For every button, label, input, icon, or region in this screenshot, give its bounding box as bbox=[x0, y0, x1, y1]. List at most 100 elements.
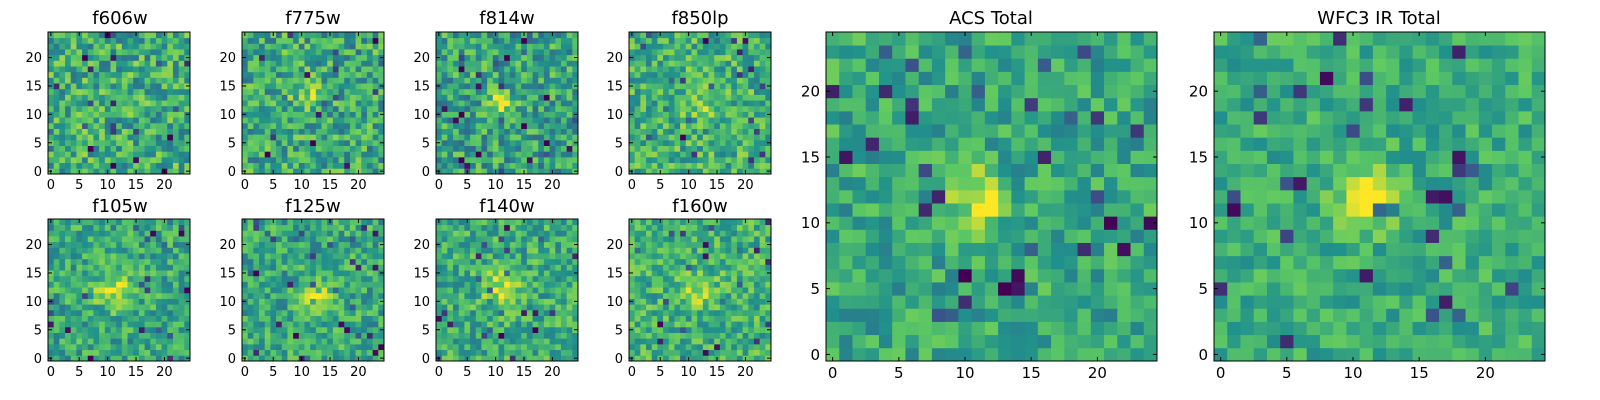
heatmap-cell bbox=[532, 298, 539, 305]
heatmap-cell bbox=[276, 71, 283, 78]
heatmap-cell bbox=[304, 54, 311, 61]
heatmap-cell bbox=[361, 253, 368, 260]
heatmap-cell bbox=[492, 122, 499, 129]
heatmap-cell bbox=[765, 309, 772, 316]
heatmap-cell bbox=[372, 230, 379, 237]
heatmap-cell bbox=[543, 71, 550, 78]
heatmap-cell bbox=[253, 37, 260, 44]
heatmap-cell bbox=[298, 258, 305, 265]
heatmap-cell bbox=[543, 117, 550, 124]
heatmap-cell bbox=[572, 94, 579, 101]
heatmap-cell bbox=[753, 100, 761, 107]
heatmap-cell bbox=[355, 338, 362, 345]
heatmap-cell bbox=[714, 275, 721, 282]
heatmap-cell bbox=[447, 315, 454, 322]
heatmap-cell bbox=[663, 111, 670, 118]
heatmap-cell bbox=[521, 321, 528, 328]
heatmap-cell bbox=[736, 275, 743, 282]
heatmap-cell bbox=[87, 32, 94, 39]
heatmap-cell bbox=[736, 304, 743, 311]
heatmap-cell bbox=[87, 241, 94, 248]
heatmap-cell bbox=[736, 298, 743, 305]
heatmap-cell bbox=[515, 304, 522, 311]
heatmap-cell bbox=[155, 54, 162, 61]
heatmap-cell bbox=[765, 37, 772, 44]
heatmap-cell bbox=[532, 281, 539, 288]
heatmap-cell bbox=[48, 321, 55, 328]
heatmap-cell bbox=[521, 111, 528, 118]
heatmap-cell bbox=[668, 321, 675, 328]
heatmap-cell bbox=[691, 60, 698, 67]
heatmap-cell bbox=[361, 105, 368, 112]
heatmap-cell bbox=[538, 241, 545, 248]
heatmap-cell bbox=[487, 253, 494, 260]
heatmap-cell bbox=[253, 281, 260, 288]
heatmap-cell bbox=[172, 236, 180, 243]
heatmap-cell bbox=[532, 264, 539, 271]
heatmap-cell bbox=[70, 281, 77, 288]
heatmap-cell bbox=[725, 162, 732, 169]
heatmap-cell bbox=[702, 117, 709, 124]
heatmap-cell bbox=[441, 264, 448, 271]
heatmap-cell bbox=[127, 224, 134, 231]
heatmap-cell bbox=[76, 343, 83, 351]
heatmap-cell bbox=[53, 332, 60, 339]
heatmap-cell bbox=[65, 304, 72, 311]
heatmap-cell bbox=[464, 292, 471, 299]
heatmap-cell bbox=[543, 49, 550, 56]
heatmap-cell bbox=[646, 105, 653, 112]
heatmap-cell bbox=[560, 309, 568, 316]
heatmap-cell bbox=[691, 122, 698, 129]
heatmap-cell bbox=[560, 156, 568, 164]
heatmap-cell bbox=[338, 100, 345, 107]
heatmap-cell bbox=[372, 292, 379, 299]
heatmap-cell bbox=[515, 43, 522, 50]
heatmap-cell bbox=[247, 309, 254, 316]
heatmap-cell bbox=[138, 343, 145, 351]
heatmap-cell bbox=[366, 83, 374, 90]
y-tick-label: 15 bbox=[25, 80, 42, 95]
heatmap-cell bbox=[104, 117, 111, 124]
heatmap-cell bbox=[748, 43, 755, 50]
heatmap-cell bbox=[138, 156, 145, 164]
heatmap-cell bbox=[304, 94, 311, 101]
heatmap-cell bbox=[555, 134, 562, 141]
heatmap-cell bbox=[327, 258, 334, 265]
heatmap-cell bbox=[104, 258, 111, 265]
heatmap-cell bbox=[702, 77, 709, 84]
heatmap-cell bbox=[640, 122, 647, 129]
heatmap-cell bbox=[759, 343, 766, 351]
heatmap-cell bbox=[315, 128, 322, 135]
heatmap-cell bbox=[629, 49, 636, 56]
heatmap-cell bbox=[646, 168, 653, 175]
heatmap-cell bbox=[366, 105, 374, 112]
heatmap-cell bbox=[281, 66, 288, 73]
heatmap-cell bbox=[349, 151, 356, 158]
heatmap-cell bbox=[708, 66, 715, 73]
heatmap-cell bbox=[281, 236, 288, 243]
heatmap-cell bbox=[116, 219, 123, 226]
heatmap-cell bbox=[515, 292, 522, 299]
heatmap-cell bbox=[736, 122, 743, 129]
heatmap-cell bbox=[327, 236, 334, 243]
heatmap-cell bbox=[555, 128, 562, 135]
x-tick-label: 0 bbox=[628, 178, 636, 193]
heatmap-cell bbox=[344, 264, 351, 271]
heatmap-cell bbox=[259, 224, 266, 231]
heatmap-cell bbox=[287, 156, 294, 164]
heatmap-cell bbox=[475, 309, 482, 316]
heatmap-cell bbox=[538, 66, 545, 73]
heatmap-cell bbox=[293, 298, 300, 305]
heatmap-cell bbox=[53, 54, 60, 61]
heatmap-cell bbox=[538, 111, 545, 118]
heatmap-cell bbox=[144, 151, 151, 158]
heatmap-cell bbox=[247, 37, 254, 44]
heatmap-cell bbox=[65, 332, 72, 339]
heatmap-cell bbox=[543, 264, 550, 271]
heatmap-cell bbox=[560, 134, 568, 141]
heatmap-cell bbox=[753, 83, 761, 90]
heatmap-cell bbox=[298, 230, 305, 237]
heatmap-cell bbox=[82, 332, 89, 339]
heatmap-cell bbox=[87, 258, 94, 265]
